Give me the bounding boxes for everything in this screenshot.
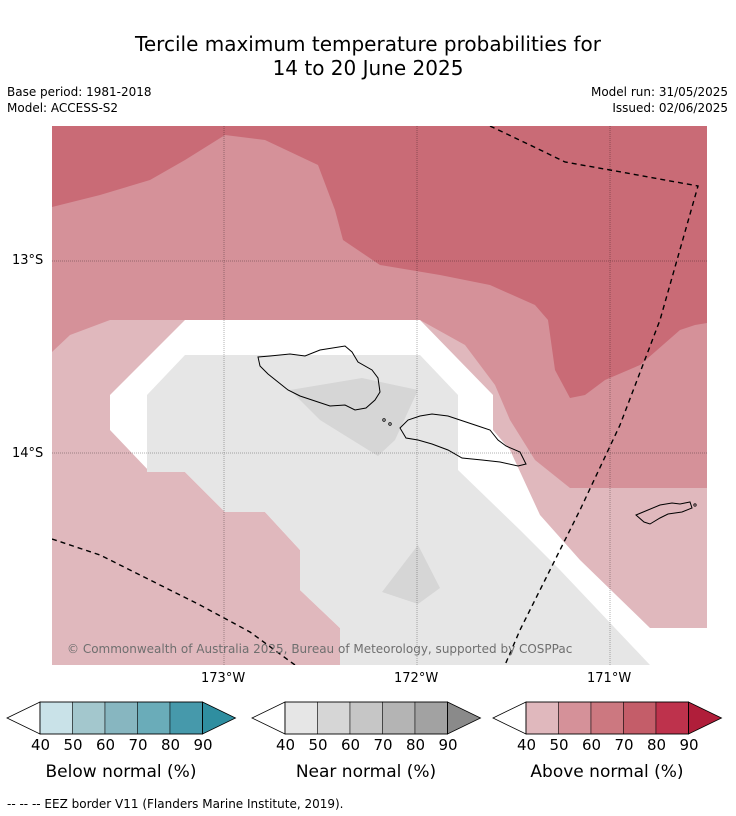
above-normal-colorbar-tick: 60 xyxy=(582,736,602,754)
near-normal-colorbar-segment xyxy=(382,701,416,735)
near-normal-colorbar-low-arrow xyxy=(251,701,286,735)
below-normal-colorbar-low-arrow xyxy=(6,701,41,735)
near-normal-50-60-patch-south xyxy=(382,545,440,604)
near-normal-40-50-area xyxy=(147,355,650,665)
above-normal-colorbar-segment xyxy=(525,701,559,735)
copyright-text: © Commonwealth of Australia 2025, Bureau… xyxy=(67,642,572,656)
above-normal-colorbar-low-arrow xyxy=(492,701,527,735)
above-normal-colorbar-tick: 70 xyxy=(614,736,634,754)
above-normal-colorbar-tick: 50 xyxy=(549,736,569,754)
below-normal-colorbar-tick: 40 xyxy=(31,736,51,754)
below-normal-colorbar xyxy=(6,701,237,735)
above-normal-colorbar-segment xyxy=(590,701,624,735)
near-normal-colorbar-high-arrow xyxy=(447,701,482,735)
near-normal-colorbar-segment xyxy=(317,701,351,735)
issued-text: Issued: 02/06/2025 xyxy=(612,101,728,115)
near-normal-colorbar-segment xyxy=(349,701,383,735)
manono-island xyxy=(382,418,386,422)
near-normal-legend-title: Near normal (%) xyxy=(295,762,437,782)
above-normal-colorbar-tick: 80 xyxy=(647,736,667,754)
above-normal-colorbar-tick: 40 xyxy=(517,736,537,754)
near-normal-colorbar-tick: 50 xyxy=(308,736,328,754)
below-normal-colorbar-tick: 50 xyxy=(63,736,83,754)
above-normal-colorbar-high-arrow xyxy=(688,701,723,735)
below-normal-colorbar-segment xyxy=(72,701,106,735)
above-normal-colorbar-tick: 90 xyxy=(679,736,699,754)
chart-title-line2: 14 to 20 June 2025 xyxy=(272,56,464,80)
above-normal-legend-title: Above normal (%) xyxy=(530,762,684,782)
near-normal-colorbar-tick: 40 xyxy=(276,736,296,754)
model-run-text: Model run: 31/05/2025 xyxy=(590,85,728,99)
chart-title-line1: Tercile maximum temperature probabilitie… xyxy=(135,32,601,56)
aunuu-island xyxy=(693,503,697,507)
probability-map: © Commonwealth of Australia 2025, Bureau… xyxy=(52,126,707,665)
colorbars xyxy=(6,701,723,735)
below-normal-colorbar-segment xyxy=(137,701,171,735)
eez-border xyxy=(52,126,699,665)
below-normal-colorbar-high-arrow xyxy=(202,701,237,735)
below-normal-colorbar-tick: 70 xyxy=(128,736,148,754)
below-normal-colorbar-segment xyxy=(104,701,138,735)
below-normal-colorbar-segment xyxy=(39,701,73,735)
above-normal-colorbar-segment xyxy=(623,701,657,735)
upolu-island xyxy=(399,413,527,467)
near-normal-colorbar-tick: 90 xyxy=(438,736,458,754)
near-normal-colorbar xyxy=(251,701,482,735)
near-normal-50-60-patch-north xyxy=(290,378,418,456)
savaii-island xyxy=(257,345,381,411)
model-text: Model: ACCESS-S2 xyxy=(7,101,119,115)
near-normal-colorbar-tick: 60 xyxy=(341,736,361,754)
eez-footnote: -- -- -- EEZ border V11 (Flanders Marine… xyxy=(7,797,344,811)
below-normal-colorbar-segment xyxy=(169,701,203,735)
lat-label-14s: 14°S xyxy=(12,446,44,461)
near-normal-colorbar-segment xyxy=(284,701,318,735)
above-normal-colorbar-segment xyxy=(655,701,689,735)
near-normal-colorbar-tick: 70 xyxy=(373,736,393,754)
lon-label-171w: 171°W xyxy=(587,671,632,686)
base-period-text: Base period: 1981-2018 xyxy=(7,85,152,99)
above-normal-colorbar-segment xyxy=(558,701,592,735)
near-normal-colorbar-segment xyxy=(414,701,448,735)
below-normal-colorbar-tick: 80 xyxy=(161,736,181,754)
tutuila-island xyxy=(635,501,693,525)
above-normal-colorbar xyxy=(492,701,723,735)
near-normal-colorbar-tick: 80 xyxy=(406,736,426,754)
below-normal-colorbar-tick: 60 xyxy=(96,736,116,754)
lon-label-172w: 172°W xyxy=(394,671,439,686)
lat-label-13s: 13°S xyxy=(12,253,44,268)
lon-label-173w: 173°W xyxy=(201,671,246,686)
below-normal-colorbar-tick: 90 xyxy=(193,736,213,754)
above-normal-60-70-area xyxy=(52,126,707,398)
apolima-island xyxy=(388,422,392,426)
below-normal-legend-title: Below normal (%) xyxy=(45,762,197,782)
